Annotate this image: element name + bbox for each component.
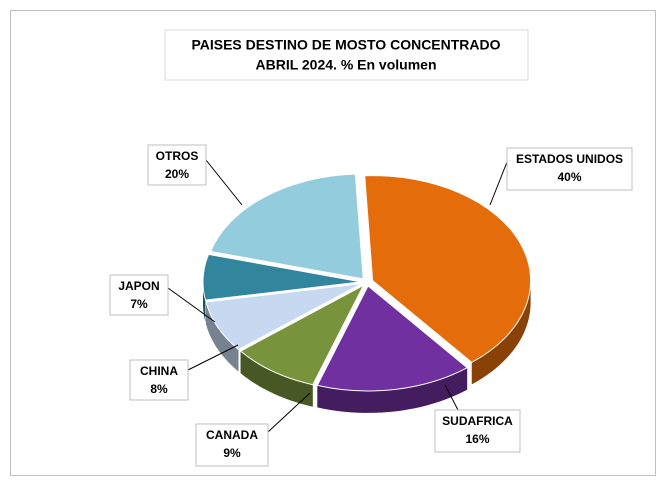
leader-line xyxy=(205,159,243,206)
leader-line xyxy=(167,287,216,323)
slice-wall xyxy=(471,280,531,385)
slice xyxy=(239,284,365,386)
slice xyxy=(202,253,362,301)
label-box xyxy=(195,423,269,467)
title-box xyxy=(164,29,529,81)
slice xyxy=(316,285,469,392)
slice-label: CANADA xyxy=(206,428,258,442)
label-box xyxy=(129,359,189,401)
leader-line xyxy=(187,344,239,371)
value-label: 7% xyxy=(130,297,148,311)
slice xyxy=(205,283,362,351)
chart-subtitle: ABRIL 2024. % En volumen xyxy=(255,57,436,73)
slice-label: SUDAFRICA xyxy=(442,414,513,428)
slice-label: CHINA xyxy=(140,364,178,378)
label-box xyxy=(109,274,169,316)
slice-label: ESTADOS UNIDOS xyxy=(516,152,623,166)
slice xyxy=(210,173,364,280)
value-label: 16% xyxy=(465,432,489,446)
slice-label: JAPON xyxy=(118,279,159,293)
label-box xyxy=(147,144,207,186)
value-label: 40% xyxy=(557,170,581,184)
value-label: 20% xyxy=(165,167,189,181)
label-box xyxy=(506,147,633,191)
slice-wall xyxy=(240,351,313,407)
leader-line xyxy=(489,161,508,206)
slice-wall xyxy=(317,367,468,413)
chart-title: PAISES DESTINO DE MOSTO CONCENTRADO xyxy=(191,37,500,53)
leader-line xyxy=(267,392,311,433)
slice-wall xyxy=(205,302,239,372)
slice xyxy=(364,175,532,363)
slice-label: OTROS xyxy=(156,149,199,163)
value-label: 8% xyxy=(150,382,168,396)
label-box xyxy=(434,409,521,453)
value-label: 9% xyxy=(223,446,241,460)
leader-line xyxy=(444,384,459,411)
